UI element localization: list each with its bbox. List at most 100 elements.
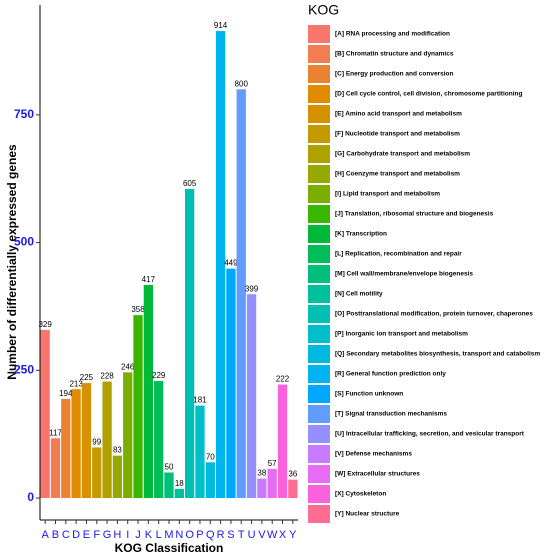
x-axis-title: KOG Classification bbox=[115, 541, 224, 555]
value-label: 70 bbox=[206, 452, 215, 461]
legend-key bbox=[308, 405, 330, 423]
value-label: 36 bbox=[288, 470, 297, 479]
bar bbox=[71, 389, 81, 499]
legend-label: [D] Cell cycle control, cell division, c… bbox=[335, 91, 522, 98]
bar bbox=[246, 294, 257, 499]
y-tick-label: 250 bbox=[14, 362, 34, 376]
value-label: 57 bbox=[268, 459, 277, 468]
value-label: 194 bbox=[59, 389, 73, 398]
x-tick-label: V bbox=[258, 529, 266, 541]
value-label: 605 bbox=[183, 179, 197, 188]
legend-label: [K] Transcription bbox=[335, 231, 387, 238]
bar bbox=[40, 329, 50, 499]
legend-label: [R] General function prediction only bbox=[335, 371, 446, 378]
legend-title: KOG bbox=[308, 2, 339, 18]
x-tick-label: T bbox=[238, 529, 245, 541]
x-tick-label: H bbox=[113, 529, 121, 541]
x-tick-label: U bbox=[248, 529, 256, 541]
legend-label: [Y] Nuclear structure bbox=[335, 511, 400, 518]
x-tick-label: K bbox=[145, 529, 153, 541]
legend-key bbox=[308, 305, 330, 323]
value-label: 181 bbox=[193, 396, 207, 405]
bar bbox=[92, 447, 102, 499]
bar bbox=[123, 372, 133, 499]
bar bbox=[174, 488, 184, 499]
bar bbox=[81, 383, 92, 499]
legend-label: [L] Replication, recombination and repai… bbox=[335, 251, 462, 258]
legend-key bbox=[308, 265, 330, 283]
y-axis-title: Number of differentially expressed genes bbox=[5, 144, 19, 380]
value-label: 229 bbox=[152, 371, 166, 380]
x-tick-label: D bbox=[72, 529, 80, 541]
legend-label: [F] Nucleotide transport and metabolism bbox=[335, 131, 460, 138]
value-label: 38 bbox=[257, 469, 266, 478]
bar bbox=[288, 479, 298, 499]
legend-label: [H] Coenzyme transport and metabolism bbox=[335, 171, 460, 178]
x-tick-label: Q bbox=[206, 529, 215, 541]
value-label: 18 bbox=[175, 479, 184, 488]
bar bbox=[226, 268, 236, 499]
legend-key bbox=[308, 465, 330, 483]
value-label: 246 bbox=[121, 362, 135, 371]
value-label: 99 bbox=[92, 438, 101, 447]
value-label: 399 bbox=[245, 284, 259, 293]
bar bbox=[205, 462, 215, 499]
legend-label: [J] Translation, ribosomal structure and… bbox=[335, 211, 494, 218]
legend-label: [C] Energy production and conversion bbox=[335, 71, 453, 78]
legend-key bbox=[308, 285, 330, 303]
legend-key bbox=[308, 445, 330, 463]
legend-key bbox=[308, 225, 330, 243]
bar bbox=[50, 438, 61, 499]
x-tick-label: A bbox=[41, 529, 49, 541]
x-tick-label: O bbox=[185, 529, 194, 541]
x-tick-label: J bbox=[135, 529, 141, 541]
legend-key bbox=[308, 325, 330, 343]
bar bbox=[154, 381, 164, 499]
bar bbox=[184, 188, 195, 499]
legend-label: [O] Posttranslational modification, prot… bbox=[335, 311, 533, 318]
x-tick-label: M bbox=[164, 529, 173, 541]
legend-key bbox=[308, 145, 330, 163]
legend-label: [X] Cytoskeleton bbox=[335, 491, 386, 498]
value-label: 228 bbox=[100, 372, 114, 381]
x-tick-label: S bbox=[227, 529, 234, 541]
value-label: 225 bbox=[80, 373, 94, 382]
legend-key bbox=[308, 245, 330, 263]
legend-key bbox=[308, 505, 330, 523]
x-tick-label: L bbox=[156, 529, 162, 541]
x-tick-label: I bbox=[126, 529, 129, 541]
bar bbox=[195, 405, 205, 499]
bar bbox=[257, 478, 267, 499]
value-label: 358 bbox=[131, 305, 145, 314]
legend-key bbox=[308, 65, 330, 83]
x-tick-label: G bbox=[103, 529, 112, 541]
legend-key bbox=[308, 185, 330, 203]
legend-label: [T] Signal transduction mechanisms bbox=[335, 411, 447, 418]
legend-label: [E] Amino acid transport and metabolism bbox=[335, 111, 462, 118]
value-label: 50 bbox=[165, 463, 174, 472]
bar bbox=[112, 455, 123, 499]
value-label: 417 bbox=[142, 275, 156, 284]
value-label: 449 bbox=[224, 259, 238, 268]
legend-key bbox=[308, 25, 330, 43]
x-tick-label: F bbox=[93, 529, 100, 541]
legend-label: [V] Defense mechanisms bbox=[335, 451, 412, 458]
legend-key bbox=[308, 45, 330, 63]
x-tick-label: E bbox=[83, 529, 90, 541]
x-tick-label: P bbox=[196, 529, 203, 541]
x-tick-label: C bbox=[62, 529, 70, 541]
value-label: 329 bbox=[38, 320, 52, 329]
legend-label: [G] Carbohydrate transport and metabolis… bbox=[335, 151, 470, 158]
legend-label: [W] Extracellular structures bbox=[335, 471, 420, 478]
legend-label: [S] Function unknown bbox=[335, 391, 403, 398]
y-tick-label: 750 bbox=[14, 107, 34, 121]
legend-label: [M] Cell wall/membrane/envelope biogenes… bbox=[335, 271, 473, 278]
x-tick-label: N bbox=[175, 529, 183, 541]
legend-key bbox=[308, 385, 330, 403]
x-tick-label: W bbox=[267, 529, 278, 541]
legend-label: [P] Inorganic ion transport and metaboli… bbox=[335, 331, 468, 338]
bar bbox=[164, 472, 174, 499]
value-label: 222 bbox=[276, 375, 290, 384]
bar bbox=[61, 398, 71, 499]
